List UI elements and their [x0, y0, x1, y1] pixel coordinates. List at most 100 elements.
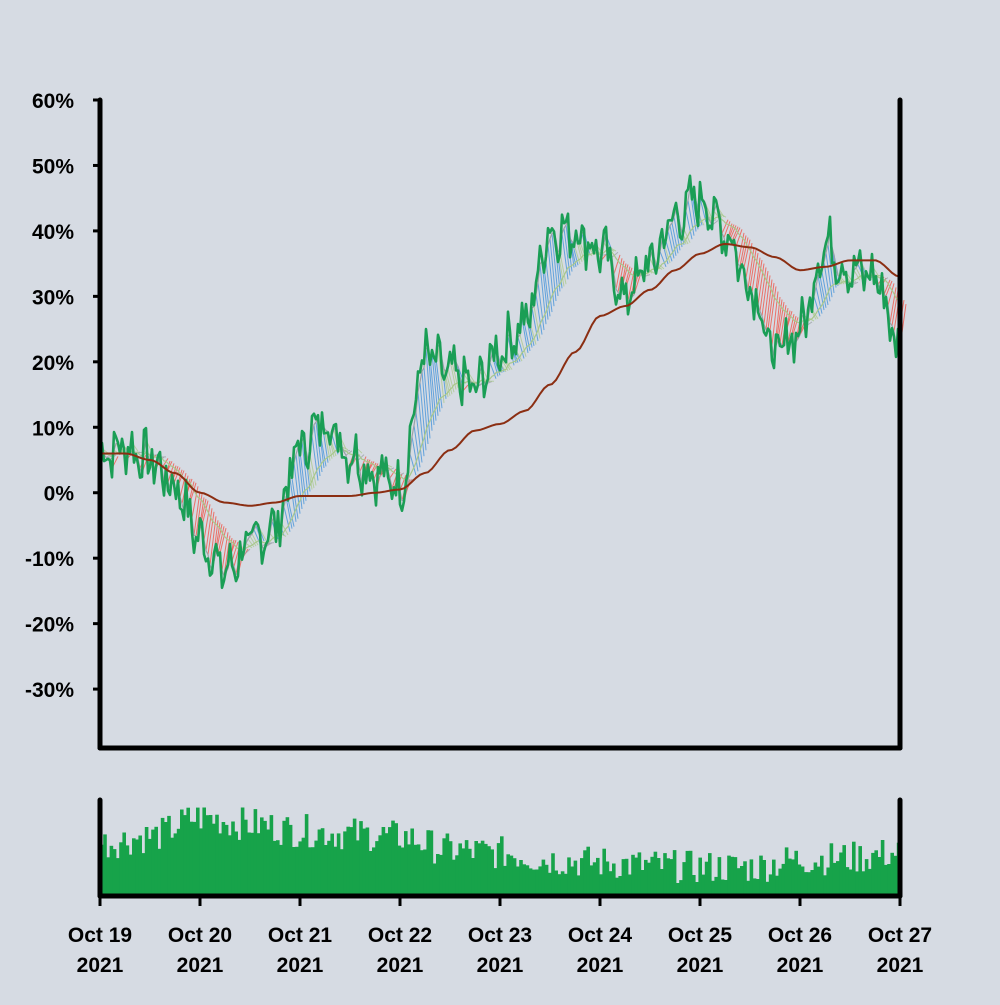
volume-bar [890, 853, 894, 896]
volume-bar [244, 820, 248, 896]
volume-bar [391, 821, 395, 896]
volume-bar [407, 844, 411, 896]
volume-bar [727, 856, 731, 896]
volume-bar [567, 857, 571, 896]
volume-bar [263, 821, 267, 896]
volume-bar [161, 818, 165, 896]
volume-bar [586, 847, 590, 896]
volume-bar [257, 833, 261, 896]
volume-bar [417, 844, 421, 896]
volume-bar [814, 863, 818, 897]
volume-bar [410, 829, 414, 897]
volume-bar [839, 853, 843, 897]
volume-bar [574, 861, 578, 896]
volume-bar [894, 856, 898, 896]
volume-bar [577, 875, 581, 896]
volume-bar [359, 821, 363, 896]
volume-bar [471, 858, 475, 896]
volume-bar [420, 850, 424, 896]
volume-bar [570, 867, 574, 897]
volume-bar [183, 815, 187, 896]
volume-bar [810, 870, 814, 896]
volume-bar [292, 847, 296, 896]
volume-bar [858, 846, 862, 896]
volume-bar [634, 858, 638, 896]
volume-bar [529, 868, 533, 896]
volume-bar [270, 815, 274, 896]
volume-bar [286, 817, 290, 896]
volume-bar [206, 815, 210, 896]
volume-bar [612, 864, 616, 897]
volume-bar [522, 864, 526, 896]
volume-bar [122, 833, 126, 897]
volume-bar [119, 842, 123, 896]
volume-bar [353, 819, 357, 896]
volume-bar [423, 850, 427, 897]
volume-bar [209, 815, 213, 896]
volume-bar [884, 865, 888, 896]
volume-bar [462, 848, 466, 896]
volume-bar [622, 859, 626, 896]
volume-bar [113, 849, 117, 896]
volume-bar [516, 867, 520, 897]
price-series [100, 176, 900, 588]
volume-bar [382, 827, 386, 896]
volume-bar [820, 856, 824, 896]
volume-bar [154, 827, 158, 896]
volume-bar [753, 878, 757, 896]
volume-bar [788, 859, 792, 896]
price-panel: -30%-20%-10%0%10%20%30%40%50%60% [25, 90, 906, 748]
volume-bar [260, 817, 264, 896]
volume-bar [673, 850, 677, 896]
volume-bar [430, 831, 434, 897]
volume-bar [855, 871, 859, 896]
volume-bar [532, 870, 536, 896]
volume-bar [129, 855, 133, 896]
volume-bar [615, 878, 619, 896]
volume-bar [398, 846, 402, 896]
volume-bar [510, 856, 514, 896]
x-tick-label-year: 2021 [177, 954, 224, 977]
volume-bar [718, 857, 722, 896]
volume-bar [474, 841, 478, 896]
volume-bar [436, 854, 440, 896]
volume-bar [609, 871, 613, 896]
volume-bar [657, 858, 661, 896]
volume-bar [871, 853, 875, 896]
volume-bar [878, 857, 882, 896]
volume-bar [702, 875, 706, 896]
volume-bar [682, 862, 686, 896]
volume-bar [663, 853, 667, 896]
volume-bar [414, 845, 418, 896]
volume-bar [548, 873, 552, 896]
volume-bar [186, 808, 190, 896]
volume-bar [830, 843, 834, 896]
volume-bar [500, 836, 504, 896]
volume-bar [132, 838, 136, 896]
volume-bar [730, 857, 734, 896]
volume-bar [772, 860, 776, 896]
volume-bar [308, 847, 312, 896]
volume-bar [583, 850, 587, 896]
volume-bar [401, 848, 405, 897]
x-tick-label-date: Oct 23 [468, 924, 532, 947]
volume-bar [826, 868, 830, 897]
volume-bar [868, 869, 872, 896]
volume-bar [298, 841, 302, 896]
volume-bar [602, 849, 606, 896]
volume-bar [785, 847, 789, 896]
volume-bar [455, 855, 459, 896]
volume-bar [362, 829, 366, 896]
volume-bar [254, 809, 258, 896]
volume-bar [228, 835, 232, 896]
volume-bar [807, 872, 811, 896]
volume-bar [644, 860, 648, 896]
volume-bar [737, 868, 741, 896]
y-tick-label: -30% [25, 679, 74, 702]
volume-bar [164, 822, 168, 896]
volume-bar [817, 867, 821, 896]
volume-bar [193, 822, 197, 896]
volume-bar [116, 858, 120, 896]
volume-bar [190, 822, 194, 896]
